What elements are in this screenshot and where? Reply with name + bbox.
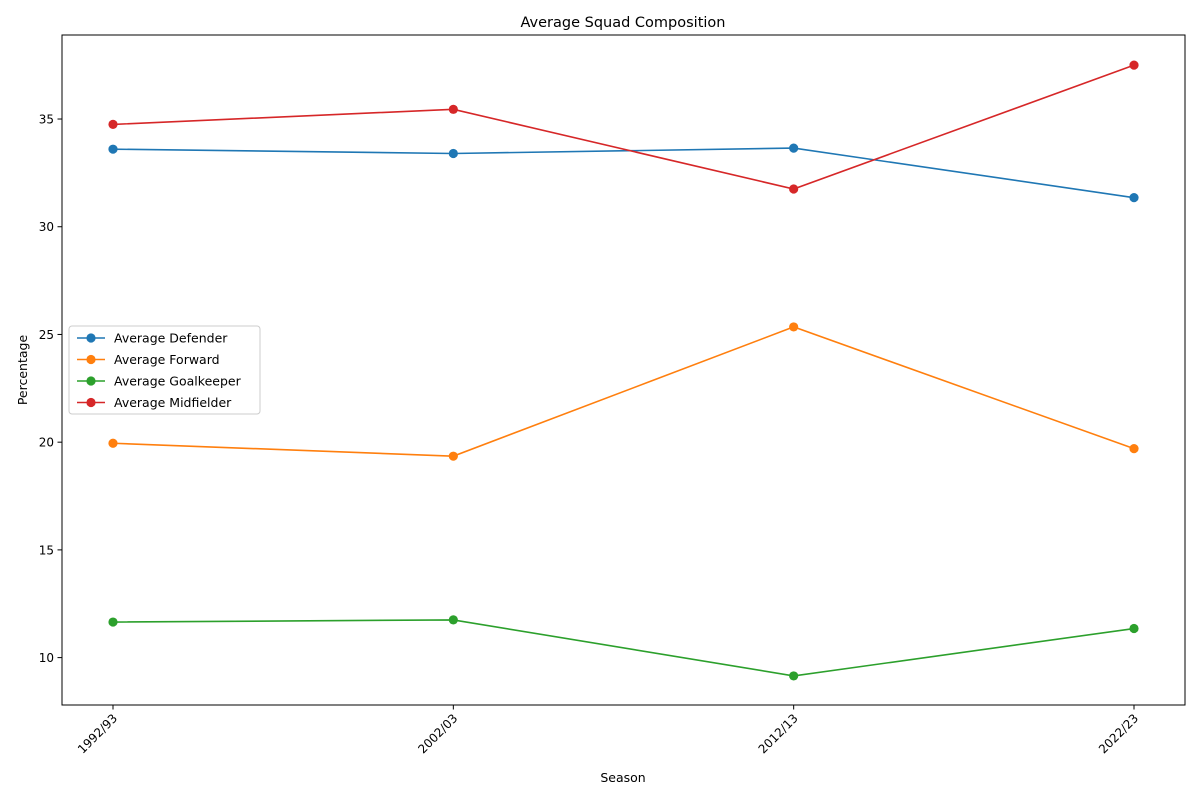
y-tick-label: 30 bbox=[39, 220, 54, 234]
y-tick-label: 20 bbox=[39, 436, 54, 450]
series-point-3-3 bbox=[1129, 60, 1139, 70]
series-point-3-1 bbox=[448, 104, 458, 114]
legend-label: Average Midfielder bbox=[114, 395, 232, 410]
chart-title: Average Squad Composition bbox=[520, 15, 725, 31]
series-point-2-3 bbox=[1129, 623, 1139, 634]
series-point-1-3 bbox=[1129, 444, 1139, 454]
x-tick-label: 2012/13 bbox=[756, 711, 801, 756]
plot-frame bbox=[61, 34, 1186, 706]
legend-marker bbox=[86, 333, 96, 343]
x-axis-label: Season bbox=[600, 770, 645, 785]
legend-label: Average Defender bbox=[114, 331, 228, 346]
y-tick-label: 10 bbox=[39, 651, 54, 665]
series-point-2-0 bbox=[108, 617, 118, 627]
y-tick-label: 15 bbox=[39, 543, 54, 557]
x-tick-label: 2022/23 bbox=[1096, 711, 1141, 756]
y-axis-ticks: 10 15 20 25 30 35 bbox=[39, 113, 62, 665]
series-line-1 bbox=[112, 326, 1135, 457]
legend-label: Average Forward bbox=[114, 352, 220, 367]
y-tick-label: 35 bbox=[39, 113, 54, 127]
series-point-0-2 bbox=[789, 143, 799, 153]
series-point-3-0 bbox=[108, 119, 118, 130]
series-point-3-2 bbox=[789, 184, 799, 194]
x-axis-ticks: 1992/93 2002/03 2012/13 2022/23 bbox=[75, 705, 1141, 756]
legend-marker bbox=[86, 354, 96, 365]
y-axis-label: Percentage bbox=[15, 335, 30, 406]
series-point-1-2 bbox=[789, 322, 799, 332]
legend-marker bbox=[86, 376, 96, 386]
legend-box bbox=[68, 325, 261, 415]
plot-area bbox=[108, 60, 1139, 681]
x-tick-label: 1992/93 bbox=[75, 711, 120, 756]
x-tick-label: 2002/03 bbox=[415, 711, 460, 756]
series-point-2-2 bbox=[789, 671, 799, 681]
y-tick-label: 25 bbox=[39, 328, 54, 342]
legend: Average Defender Average Forward Average G… bbox=[68, 325, 261, 415]
series-line-3 bbox=[112, 64, 1135, 190]
series-point-1-1 bbox=[448, 451, 458, 461]
legend-label: Average Goalkeeper bbox=[114, 374, 242, 389]
series-line-2 bbox=[112, 619, 1135, 677]
series-point-2-1 bbox=[448, 615, 458, 625]
series-point-0-0 bbox=[108, 144, 118, 154]
series-point-0-1 bbox=[448, 148, 458, 159]
series-line-0 bbox=[112, 147, 1135, 199]
legend-marker bbox=[86, 397, 96, 408]
series-point-1-0 bbox=[108, 438, 118, 448]
series-point-0-3 bbox=[1129, 193, 1139, 203]
